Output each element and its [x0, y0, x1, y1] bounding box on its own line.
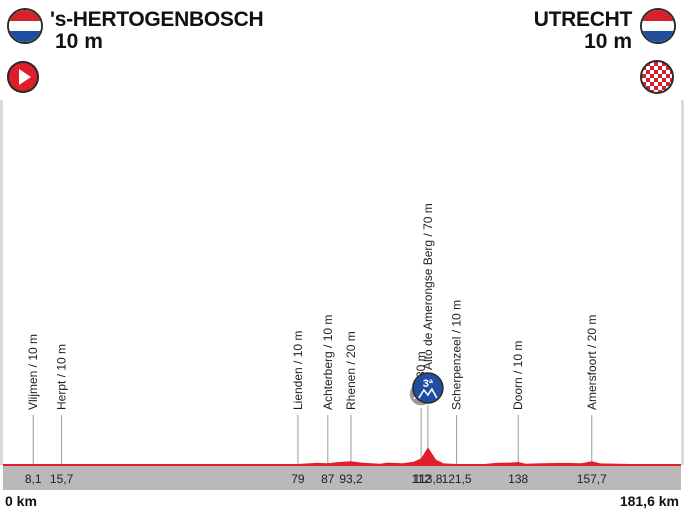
- km-tick-label: 93,2: [339, 472, 363, 486]
- waypoint-label: Doorn / 10 m: [511, 341, 525, 410]
- finish-altitude: 10 m: [584, 30, 632, 53]
- kom-category-icon: 3ª: [412, 372, 444, 404]
- waypoint-label: Scherpenzeel / 10 m: [450, 300, 464, 410]
- waypoint-label: Amersfoort / 20 m: [585, 315, 599, 410]
- start-netherlands-flag-icon: [7, 8, 43, 44]
- km-tick-label: 8,1: [25, 472, 42, 486]
- waypoint-label: Alto de Amerongse Berg / 70 m: [421, 203, 435, 370]
- start-altitude: 10 m: [55, 30, 103, 53]
- waypoint-labels: Vlijmen / 10 m Herpt / 10 m Lienden / 10 m…: [26, 203, 599, 410]
- waypoint-label: Achterberg / 10 m: [321, 315, 335, 410]
- km-tick-label: 121,5: [442, 472, 472, 486]
- finish-city-name: UTRECHT: [533, 8, 633, 31]
- finish-netherlands-flag-icon: [640, 8, 676, 44]
- km-tick-label: 157,7: [577, 472, 607, 486]
- axis-start-km: 0 km: [5, 493, 37, 509]
- left-frame-line: [0, 100, 3, 465]
- km-tick-label: 79: [291, 472, 305, 486]
- climb-markers: 3ª: [408, 372, 444, 407]
- waypoint-label: 30 m: [414, 351, 428, 378]
- elevation-profile-area: [3, 447, 681, 466]
- kom-category-label: 3ª: [423, 378, 434, 390]
- km-tick-label: 87: [321, 472, 335, 486]
- axis-end-km: 181,6 km: [619, 493, 679, 509]
- km-tick-label: 15,7: [50, 472, 74, 486]
- waypoint-label: Vlijmen / 10 m: [26, 334, 40, 410]
- profile-base-band: [3, 466, 681, 490]
- waypoint-guides: [32, 402, 593, 466]
- km-tick-label: 113,8: [413, 472, 442, 486]
- right-frame-line: [681, 100, 684, 465]
- start-city-name: 's-HERTOGENBOSCH: [50, 8, 264, 31]
- start-play-icon: [7, 61, 39, 93]
- km-tick-label: 138: [508, 472, 528, 486]
- waypoint-label: Rhenen / 20 m: [344, 331, 358, 410]
- waypoint-label: Herpt / 10 m: [55, 344, 69, 410]
- waypoint-label: Lienden / 10 m: [291, 331, 305, 410]
- km-tick-label: 112: [412, 472, 431, 486]
- finish-checkered-flag-icon: [640, 60, 674, 94]
